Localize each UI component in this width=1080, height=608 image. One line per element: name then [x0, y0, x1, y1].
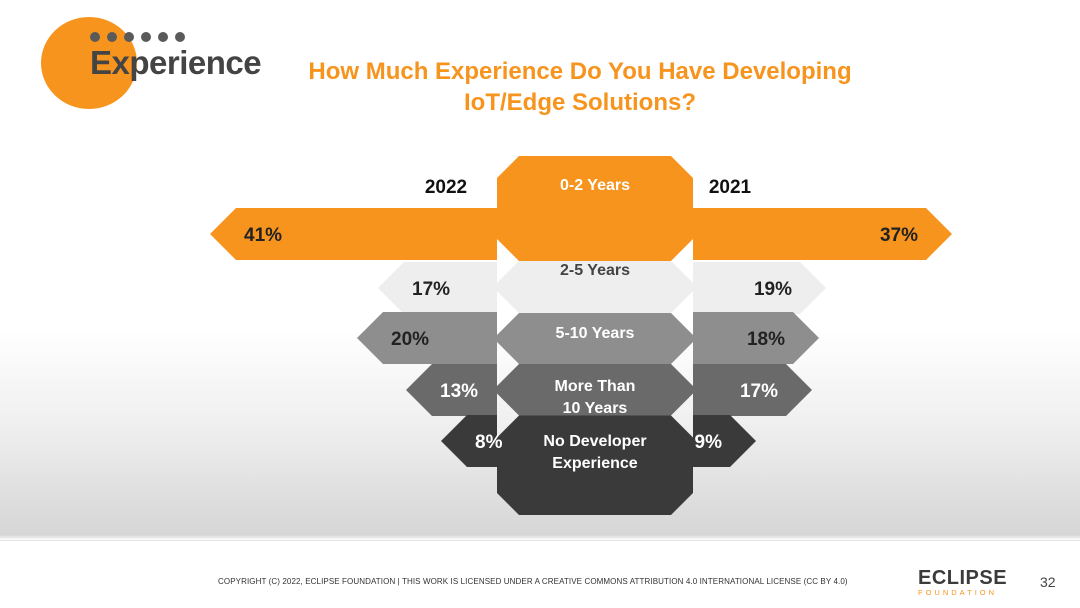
category-band: [497, 415, 693, 515]
category-label: No Developer: [543, 433, 646, 450]
bar-2021: [693, 312, 819, 364]
value-label-2022: 17%: [412, 279, 450, 300]
value-label-2022: 13%: [440, 381, 478, 402]
dot: [175, 32, 185, 42]
eclipse-wordmark: ECLIPSE: [918, 567, 1008, 589]
section-title: Experience: [90, 44, 262, 81]
copyright-notice: COPYRIGHT (C) 2022, ECLIPSE FOUNDATION |…: [218, 577, 848, 586]
foundation-wordmark: FOUNDATION: [918, 588, 998, 597]
category-band: [497, 156, 693, 261]
bar-2022: [357, 312, 497, 364]
category-band: [497, 364, 693, 416]
value-label-2022: 8%: [475, 432, 503, 453]
category-label: 5-10 Years: [556, 325, 635, 342]
value-label-2021: 19%: [754, 279, 792, 300]
series-name-2021: 2021: [709, 177, 752, 198]
value-label-2022: 41%: [244, 225, 282, 246]
dot: [107, 32, 117, 42]
category-label: Experience: [552, 455, 637, 472]
bar-2021: [693, 262, 826, 314]
bar-2021: [693, 415, 756, 467]
value-label-2021: 37%: [880, 225, 918, 246]
bar-2022: [406, 364, 497, 416]
value-label-2021: 9%: [695, 432, 723, 453]
category-label: 0-2 Years: [560, 177, 630, 194]
bar-2021: [693, 208, 952, 260]
category-band: [497, 261, 693, 313]
section-badge-circle: [41, 17, 137, 109]
category-band: [497, 313, 693, 364]
experience-butterfly-chart: 0-2 Years 2-5 Years 5-10 Years More Than 10 …: [210, 156, 952, 515]
series-name-2022: 2022: [425, 177, 467, 198]
value-label-2021: 18%: [747, 329, 785, 350]
eclipse-foundation-logo: ECLIPSE FOUNDATION: [918, 567, 1028, 597]
dot: [141, 32, 151, 42]
chart-title-line-1: How Much Experience Do You Have Developi…: [308, 58, 852, 85]
bar-2022: [441, 415, 497, 467]
category-label: 10 Years: [563, 400, 628, 417]
value-label-2022: 20%: [391, 329, 429, 350]
dot: [158, 32, 168, 42]
category-label: 2-5 Years: [560, 262, 630, 279]
chart-title: How Much Experience Do You Have Developi…: [260, 56, 900, 118]
chart-title-line-2: IoT/Edge Solutions?: [464, 89, 696, 116]
footer-divider: [0, 540, 1080, 541]
value-label-2021: 17%: [740, 381, 778, 402]
bar-2022: [378, 262, 497, 314]
page-number: 32: [1040, 574, 1056, 590]
bar-2022: [210, 208, 497, 260]
bar-2021: [693, 364, 812, 416]
decorative-dots: [90, 32, 185, 42]
dot: [90, 32, 100, 42]
dot: [124, 32, 134, 42]
category-label: More Than: [555, 378, 636, 395]
